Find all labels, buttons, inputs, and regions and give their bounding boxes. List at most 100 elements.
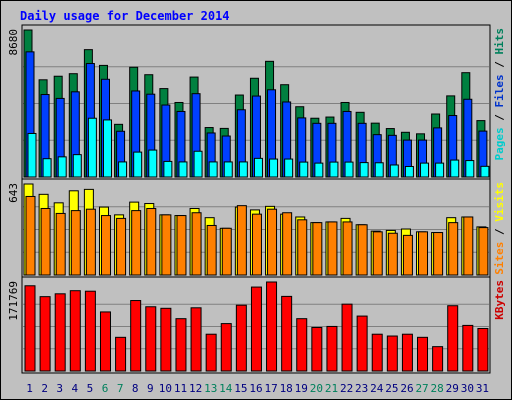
day-label-27: 27 (415, 382, 428, 395)
bar-kbytes-day-27 (417, 336, 429, 372)
bar-sites-day-2 (40, 207, 51, 276)
day-label-22: 22 (340, 382, 353, 395)
day-label-3: 3 (56, 382, 63, 395)
bar-pages-day-13 (208, 161, 218, 178)
day-label-25: 25 (385, 382, 398, 395)
bar-pages-day-12 (193, 150, 203, 178)
bar-kbytes-day-26 (401, 333, 413, 372)
bar-kbytes-day-5 (84, 290, 96, 372)
legend-hits: Hits (493, 28, 506, 55)
bar-sites-day-7 (116, 217, 127, 276)
day-label-10: 10 (159, 382, 172, 395)
legend-separator: / (493, 222, 506, 242)
legend-kbytes: KBytes (493, 280, 506, 320)
bar-sites-day-20 (312, 222, 323, 276)
bar-kbytes-day-31 (477, 328, 489, 372)
legend-sites: Sites (493, 242, 506, 275)
bar-pages-day-10 (163, 160, 173, 178)
panel-legend: Pages / Files / Hits (493, 28, 506, 161)
bar-kbytes-day-25 (386, 335, 398, 372)
day-label-29: 29 (446, 382, 459, 395)
legend-separator: / (493, 108, 506, 128)
bar-sites-day-24 (372, 231, 383, 276)
bar-kbytes-day-8 (130, 300, 142, 372)
bar-pages-day-23 (359, 162, 369, 178)
panel-max-label: 171769 (7, 281, 20, 321)
bar-pages-day-9 (148, 149, 158, 178)
bar-pages-day-1 (27, 132, 37, 178)
bar-pages-day-19 (299, 161, 309, 178)
bar-sites-day-26 (402, 234, 413, 276)
day-label-14: 14 (219, 382, 233, 395)
panel-max-label: 643 (7, 183, 20, 203)
day-label-19: 19 (295, 382, 308, 395)
bar-sites-day-30 (463, 216, 474, 276)
bar-pages-day-18 (284, 158, 294, 178)
bar-kbytes-day-10 (160, 307, 172, 372)
day-label-2: 2 (41, 382, 48, 395)
series-pages (27, 117, 490, 178)
legend-files: Files (493, 74, 506, 107)
bar-sites-day-14 (221, 227, 232, 276)
bar-pages-day-11 (178, 161, 188, 178)
bar-kbytes-day-16 (250, 286, 262, 372)
bar-pages-day-28 (435, 162, 445, 178)
panel-bottom: 171769 KBytes (7, 276, 506, 374)
legend-separator: / (493, 55, 506, 75)
bar-pages-day-24 (374, 162, 384, 178)
bar-sites-day-3 (55, 212, 66, 276)
bar-kbytes-day-14 (220, 323, 232, 372)
bar-kbytes-day-23 (356, 315, 368, 372)
bar-sites-day-4 (70, 210, 81, 276)
bar-kbytes-day-19 (296, 318, 308, 372)
bar-pages-day-16 (253, 157, 263, 178)
legend-visits: Visits (493, 182, 506, 222)
bar-sites-day-18 (282, 212, 293, 276)
series-kbytes (24, 281, 489, 372)
bar-kbytes-day-4 (69, 290, 81, 372)
bar-pages-day-4 (72, 154, 82, 178)
bar-pages-day-30 (465, 160, 475, 178)
bar-sites-day-12 (191, 212, 202, 276)
bar-sites-day-5 (85, 208, 96, 276)
bar-sites-day-8 (131, 210, 142, 276)
day-label-8: 8 (132, 382, 139, 395)
day-label-24: 24 (370, 382, 384, 395)
day-label-9: 9 (147, 382, 154, 395)
bar-pages-day-21 (329, 161, 339, 178)
bar-kbytes-day-17 (266, 281, 278, 372)
bar-kbytes-day-20 (311, 326, 323, 372)
bar-sites-day-28 (433, 232, 444, 276)
bar-kbytes-day-22 (341, 303, 353, 372)
bar-kbytes-day-29 (447, 305, 459, 372)
bar-sites-day-19 (297, 219, 308, 276)
day-label-15: 15 (234, 382, 247, 395)
bar-kbytes-day-11 (175, 318, 187, 372)
bar-pages-day-17 (269, 158, 279, 178)
bar-kbytes-day-24 (371, 333, 383, 372)
series-files (25, 51, 488, 178)
day-label-18: 18 (280, 382, 293, 395)
panel-max-label: 8680 (7, 29, 20, 56)
day-label-13: 13 (204, 382, 217, 395)
bar-sites-day-6 (100, 215, 111, 276)
bar-sites-day-13 (206, 224, 217, 276)
bar-sites-day-11 (176, 215, 187, 276)
day-label-21: 21 (325, 382, 338, 395)
bar-pages-day-8 (133, 151, 143, 178)
bar-kbytes-day-13 (205, 333, 217, 372)
bar-kbytes-day-21 (326, 325, 338, 372)
panel-middle: 643 Sites / Visits (7, 178, 506, 278)
bar-pages-day-6 (102, 119, 112, 178)
bar-sites-day-25 (387, 232, 398, 276)
bar-pages-day-25 (389, 164, 399, 178)
bar-pages-day-22 (344, 161, 354, 178)
bar-pages-day-15 (238, 161, 248, 178)
panel-legend: KBytes (493, 280, 506, 320)
bar-sites-day-17 (267, 208, 278, 276)
bar-kbytes-day-9 (145, 306, 157, 372)
bar-sites-day-15 (236, 205, 247, 276)
bar-kbytes-day-6 (99, 311, 111, 372)
